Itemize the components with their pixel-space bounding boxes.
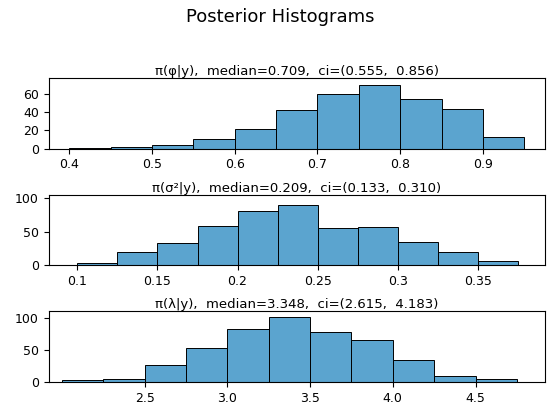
- Bar: [398, 242, 438, 265]
- Bar: [103, 379, 144, 382]
- Bar: [478, 261, 518, 265]
- Bar: [186, 347, 227, 382]
- Bar: [483, 137, 524, 149]
- Bar: [318, 228, 358, 265]
- Bar: [475, 379, 517, 382]
- Bar: [227, 330, 269, 382]
- Bar: [62, 381, 103, 382]
- Bar: [358, 227, 398, 265]
- Bar: [400, 99, 442, 149]
- Bar: [111, 147, 152, 149]
- Bar: [198, 226, 237, 265]
- Bar: [237, 212, 278, 265]
- Bar: [77, 263, 118, 265]
- Bar: [310, 332, 352, 382]
- Bar: [144, 365, 186, 382]
- Bar: [434, 376, 475, 382]
- Bar: [157, 243, 198, 265]
- Title: π(λ|y),  median=3.348,  ci=(2.615,  4.183): π(λ|y), median=3.348, ci=(2.615, 4.183): [155, 299, 438, 312]
- Bar: [69, 148, 111, 149]
- Bar: [118, 252, 157, 265]
- Title: π(σ²|y),  median=0.209,  ci=(0.133,  0.310): π(σ²|y), median=0.209, ci=(0.133, 0.310): [152, 181, 441, 194]
- Bar: [352, 341, 393, 382]
- Bar: [235, 129, 276, 149]
- Bar: [393, 360, 434, 382]
- Bar: [438, 252, 478, 265]
- Bar: [318, 94, 359, 149]
- Bar: [442, 109, 483, 149]
- Bar: [152, 145, 193, 149]
- Bar: [269, 317, 310, 382]
- Text: Posterior Histograms: Posterior Histograms: [186, 8, 374, 26]
- Title: π(φ|y),  median=0.709,  ci=(0.555,  0.856): π(φ|y), median=0.709, ci=(0.555, 0.856): [155, 65, 439, 78]
- Bar: [278, 205, 318, 265]
- Bar: [276, 110, 318, 149]
- Bar: [193, 139, 235, 149]
- Bar: [359, 85, 400, 149]
